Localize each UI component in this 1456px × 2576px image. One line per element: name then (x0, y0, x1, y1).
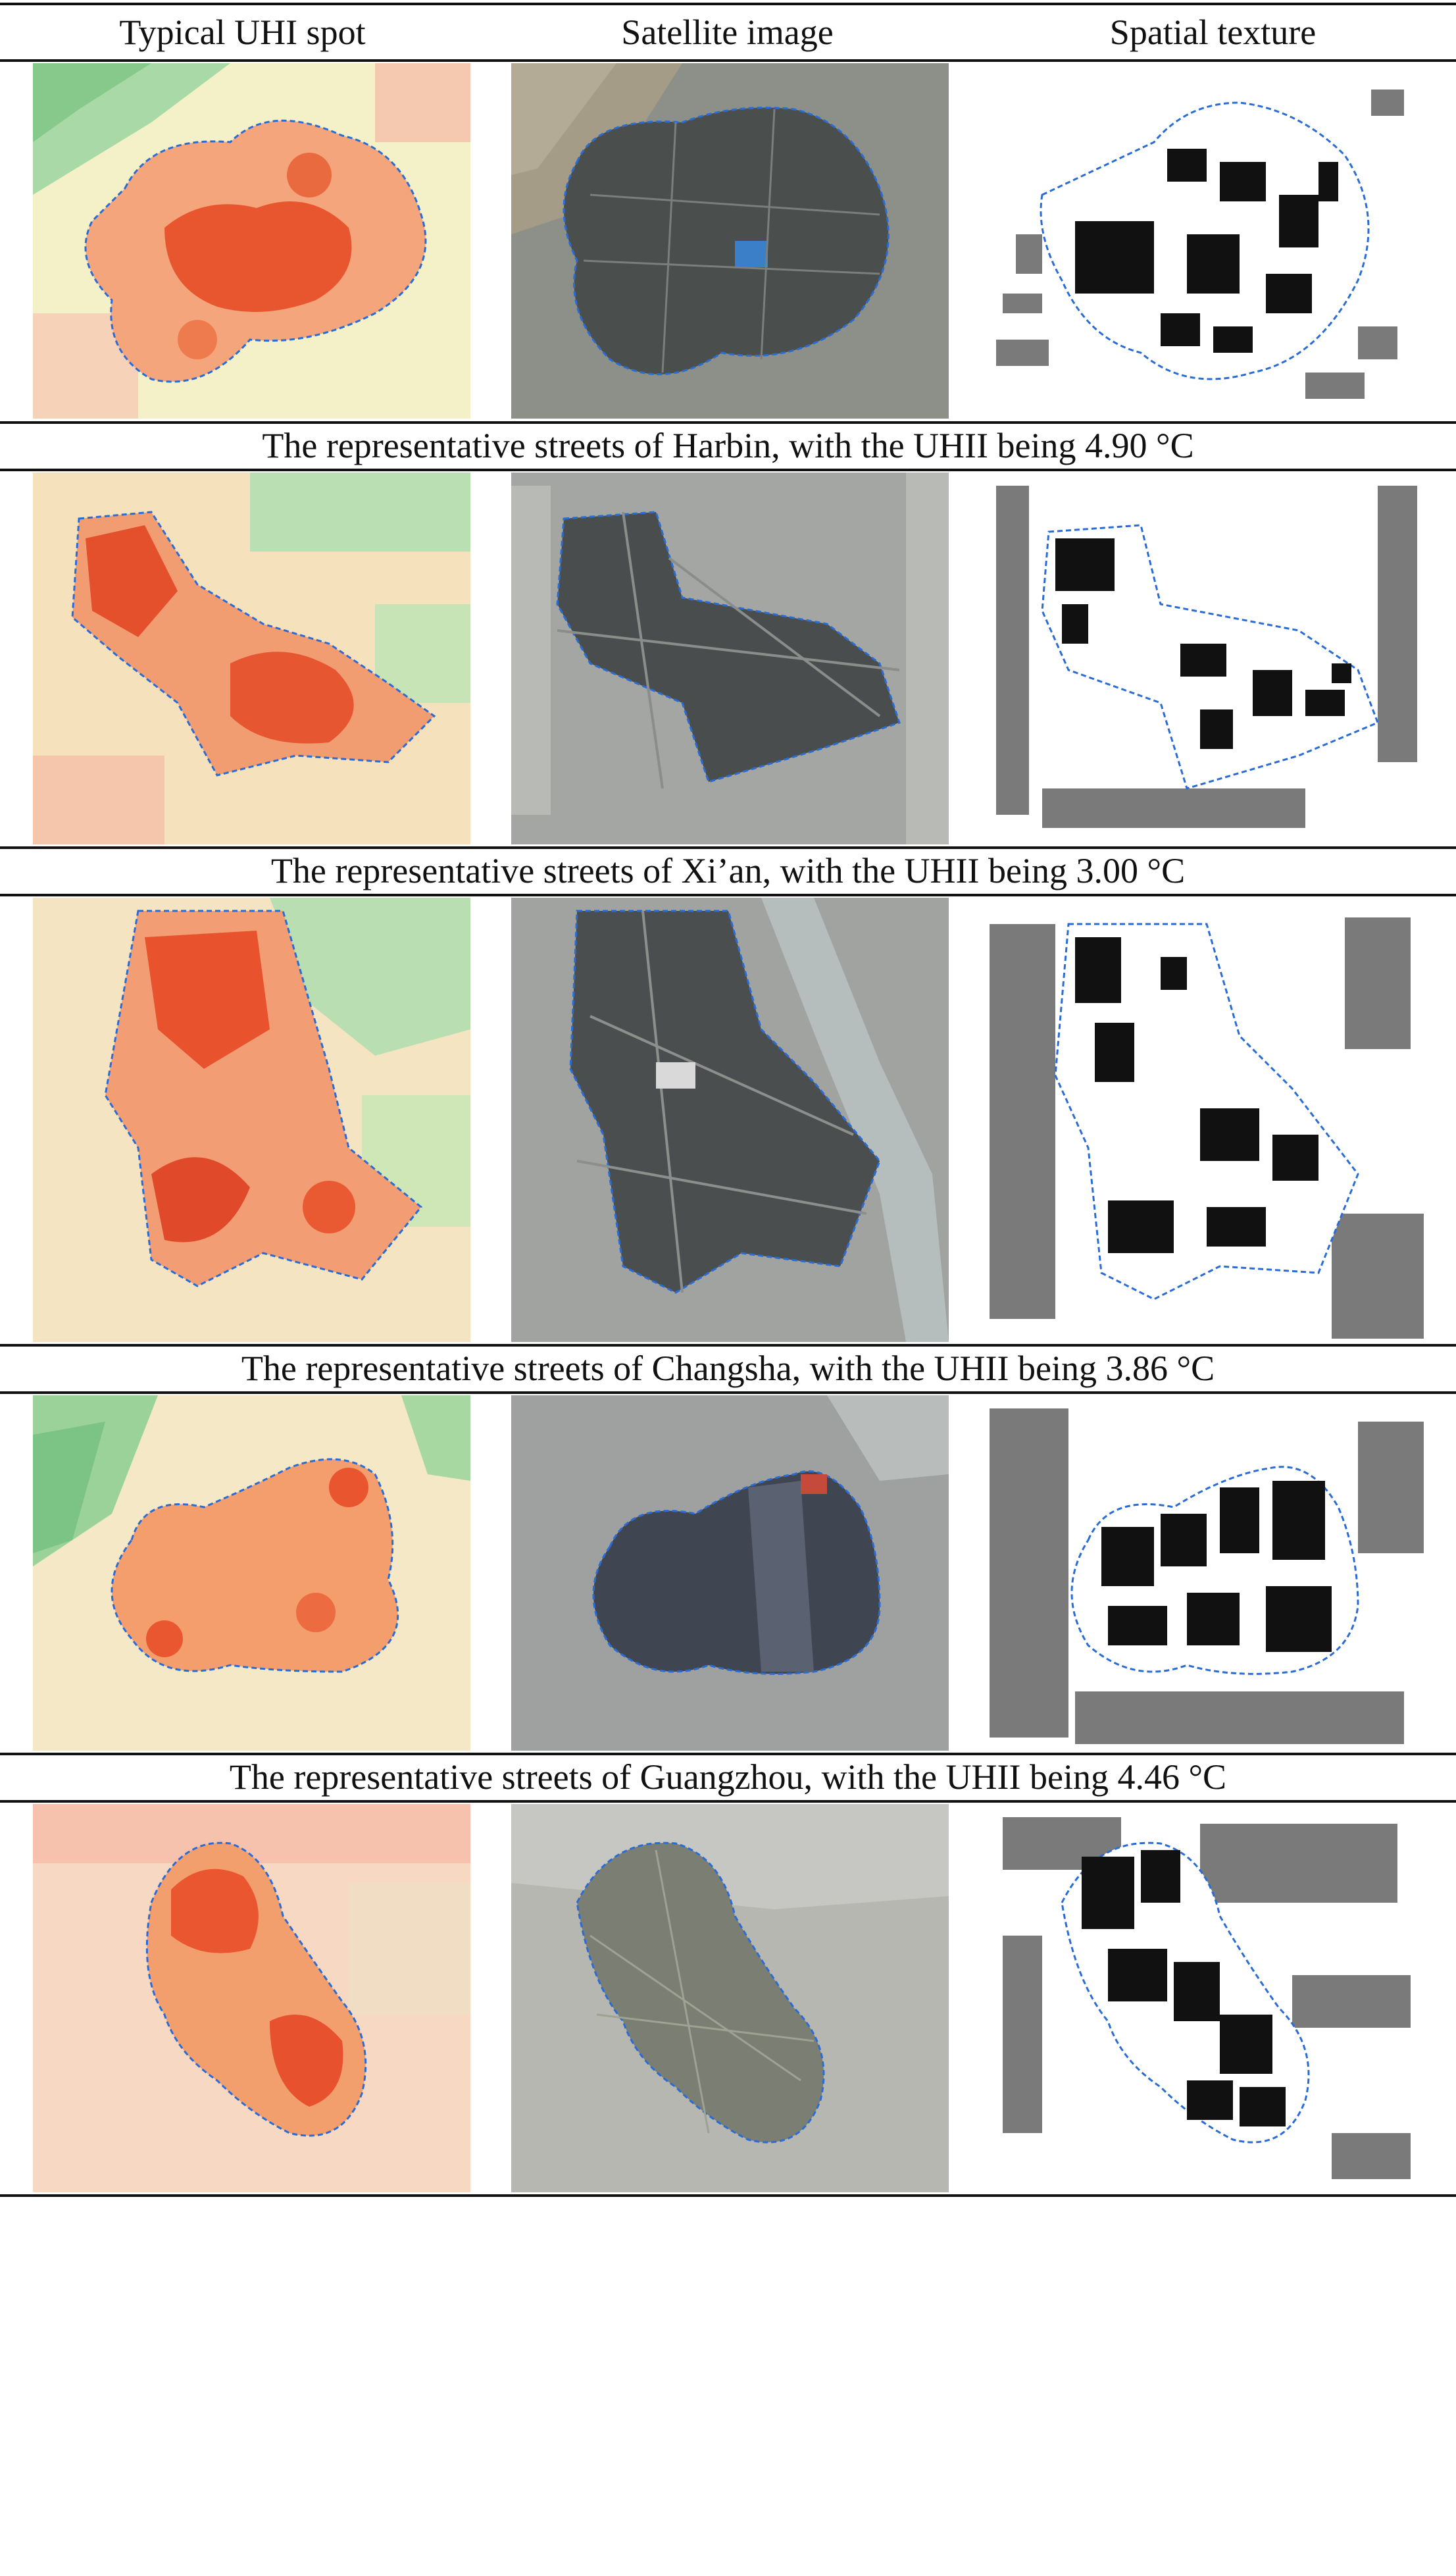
satellite-image-changsha (511, 898, 949, 1342)
row-rule-4 (0, 894, 1456, 896)
satellite-image-xian (511, 473, 949, 844)
row-rule-1 (0, 421, 1456, 424)
header-rule (0, 59, 1456, 62)
header-spatial-texture: Spatial texture (1109, 13, 1317, 52)
row-rule-8 (0, 1800, 1456, 1803)
spatial-texture-changsha (990, 898, 1427, 1342)
row-rule-5 (0, 1344, 1456, 1347)
top-rule (0, 3, 1456, 5)
caption-guangzhou: The representative streets of Guangzhou,… (229, 1757, 1227, 1797)
caption-changsha: The representative streets of Changsha, … (241, 1349, 1215, 1388)
spatial-texture-harbin (990, 63, 1427, 419)
uhi-heatmap-harbin (33, 63, 470, 419)
caption-harbin: The representative streets of Harbin, wi… (262, 426, 1194, 465)
satellite-image-kunming (511, 1804, 949, 2192)
row-rule-7 (0, 1753, 1456, 1755)
header-satellite-image: Satellite image (621, 13, 834, 52)
uhi-heatmap-guangzhou (33, 1395, 470, 1751)
satellite-image-harbin (511, 63, 949, 419)
spatial-texture-xian (990, 473, 1427, 844)
row-rule-6 (0, 1391, 1456, 1394)
uhi-heatmap-xian (33, 473, 470, 844)
uhi-heatmap-kunming (33, 1804, 470, 2192)
uhi-heatmap-changsha (33, 898, 470, 1342)
row-rule-3 (0, 846, 1456, 849)
header-typical-uhi-spot: Typical UHI spot (119, 13, 366, 52)
caption-xian: The representative streets of Xi’an, wit… (270, 851, 1186, 890)
spatial-texture-kunming (990, 1804, 1427, 2192)
bottom-rule (0, 2194, 1456, 2197)
table-header: Typical UHI spot Satellite image Spatial… (0, 5, 1456, 59)
satellite-image-guangzhou (511, 1395, 949, 1751)
spatial-texture-guangzhou (990, 1395, 1427, 1751)
row-rule-2 (0, 469, 1456, 471)
